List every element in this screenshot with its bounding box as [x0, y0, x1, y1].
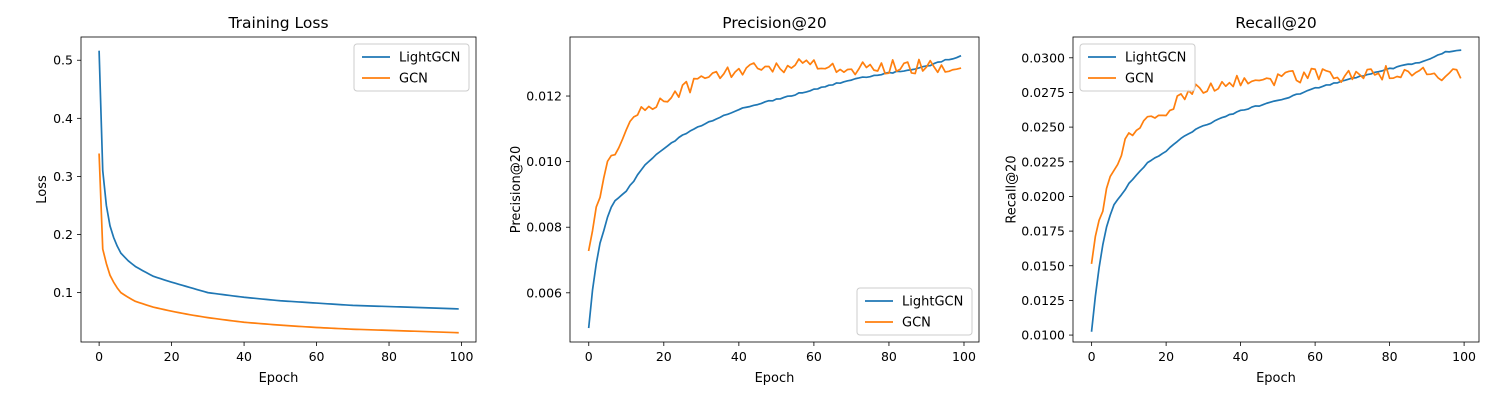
x-tick-label: 100 [450, 349, 474, 364]
x-tick-label: 60 [309, 349, 325, 364]
legend: LightGCN GCN [856, 287, 973, 336]
y-axis-label: Precision@20 [509, 146, 524, 234]
series-line-gcn [98, 153, 459, 334]
x-tick-label: 20 [656, 349, 672, 364]
subplot-1: 0 20 40 60 80 100 0.1 0.2 0.3 0.4 0.5 Training Loss… [35, 14, 477, 386]
subplot-3: 0 20 40 60 80 100 0.0100 0.0125 0.0150 0.0175 0.02… [1004, 14, 1480, 386]
x-tick-label: 20 [1158, 349, 1174, 364]
x-tick-label: 40 [731, 349, 747, 364]
y-tick-label: 0.012 [526, 89, 562, 104]
x-axis-label: Epoch [1256, 371, 1296, 386]
y-tick-label: 0.0200 [1021, 189, 1065, 204]
legend: LightGCN GCN [353, 43, 470, 92]
x-tick-label: 20 [164, 349, 180, 364]
y-axis-label: Recall@20 [1004, 155, 1019, 223]
plot-area [1072, 36, 1480, 343]
series-line-gcn [587, 58, 962, 252]
legend-box [856, 287, 973, 336]
y-tick-label: 0.4 [53, 111, 73, 126]
y-tick-label: 0.0175 [1021, 224, 1065, 239]
x-tick-label: 40 [236, 349, 252, 364]
y-tick-label: 0.0125 [1021, 293, 1065, 308]
y-tick-label: 0.0275 [1021, 85, 1065, 100]
x-tick-label: 100 [1452, 349, 1476, 364]
y-tick-label: 0.006 [526, 285, 562, 300]
legend-label: LightGCN [1125, 51, 1186, 66]
legend-label: LightGCN [399, 51, 460, 66]
legend-box [1079, 43, 1196, 92]
legend-label: GCN [399, 72, 428, 87]
x-tick-label: 40 [1233, 349, 1249, 364]
x-axis-label: Epoch [755, 371, 795, 386]
series-line-lightgcn [1090, 49, 1462, 332]
x-tick-label: 60 [806, 349, 822, 364]
plot-area [569, 36, 980, 343]
y-tick-label: 0.2 [53, 227, 73, 242]
x-tick-label: 0 [95, 349, 103, 364]
legend-label: GCN [1125, 72, 1154, 87]
x-tick-label: 0 [585, 349, 593, 364]
x-tick-label: 80 [381, 349, 397, 364]
series-line-lightgcn [587, 54, 962, 329]
series-line-gcn [1090, 64, 1462, 264]
x-tick-label: 80 [1382, 349, 1398, 364]
x-tick-label: 80 [881, 349, 897, 364]
legend-label: LightGCN [902, 295, 963, 310]
x-tick-label: 100 [952, 349, 976, 364]
chart-title: Recall@20 [1235, 14, 1316, 32]
x-tick-label: 60 [1307, 349, 1323, 364]
legend: LightGCN GCN [1079, 43, 1196, 92]
y-tick-label: 0.010 [526, 154, 562, 169]
chart-title: Precision@20 [722, 14, 826, 32]
y-tick-label: 0.008 [526, 220, 562, 235]
legend-label: GCN [902, 316, 931, 331]
y-tick-label: 0.0100 [1021, 328, 1065, 343]
y-tick-label: 0.0300 [1021, 50, 1065, 65]
y-tick-label: 0.0150 [1021, 258, 1065, 273]
y-axis-label: Loss [35, 175, 50, 204]
y-tick-label: 0.5 [53, 53, 73, 68]
x-axis-label: Epoch [259, 371, 299, 386]
plot-area [80, 36, 477, 343]
y-tick-label: 0.0225 [1021, 154, 1065, 169]
series-line-lightgcn [98, 50, 459, 310]
chart-title: Training Loss [227, 14, 328, 32]
y-tick-label: 0.1 [53, 285, 73, 300]
x-tick-label: 0 [1088, 349, 1096, 364]
y-tick-label: 0.0250 [1021, 120, 1065, 135]
legend-box [353, 43, 470, 92]
y-tick-label: 0.3 [53, 169, 73, 184]
subplot-2: 0 20 40 60 80 100 0.006 0.008 0.010 0.012 Precisio… [509, 14, 980, 386]
